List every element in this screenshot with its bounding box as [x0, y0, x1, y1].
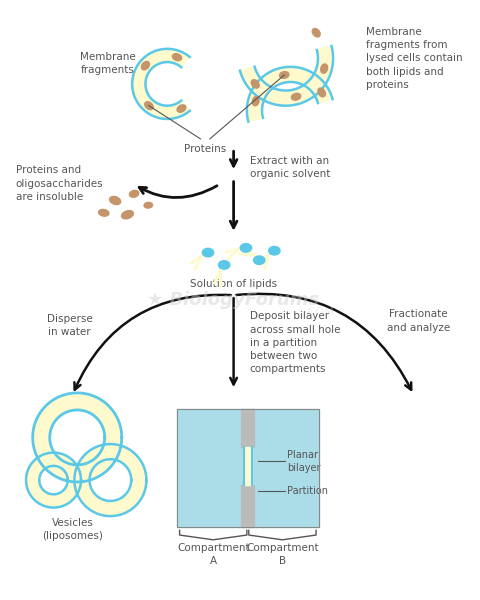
Ellipse shape [172, 53, 181, 61]
Text: .COM: .COM [305, 307, 335, 317]
Polygon shape [132, 49, 190, 119]
Ellipse shape [318, 88, 325, 97]
Bar [177, 409, 319, 527]
Polygon shape [240, 46, 333, 106]
Text: Vesicles
(liposomes): Vesicles (liposomes) [42, 518, 103, 541]
Polygon shape [74, 444, 146, 516]
Polygon shape [33, 393, 122, 482]
Text: Planar
bilayer: Planar bilayer [287, 449, 320, 473]
Text: Disperse
in water: Disperse in water [47, 314, 93, 337]
Ellipse shape [145, 102, 153, 110]
Text: Membrane
fragments from
lysed cells contain
both lipids and
proteins: Membrane fragments from lysed cells cont… [366, 27, 463, 90]
Ellipse shape [203, 248, 214, 257]
Ellipse shape [144, 202, 153, 208]
Ellipse shape [121, 211, 133, 219]
Ellipse shape [177, 105, 186, 112]
Ellipse shape [269, 247, 280, 255]
Ellipse shape [253, 256, 265, 265]
Text: ★ BiologyForums: ★ BiologyForums [147, 291, 320, 309]
Ellipse shape [130, 190, 139, 197]
Text: Solution of lipids: Solution of lipids [190, 279, 277, 289]
Ellipse shape [142, 61, 149, 70]
Ellipse shape [251, 80, 259, 88]
Bar [244, 447, 252, 485]
Ellipse shape [291, 94, 300, 100]
Ellipse shape [321, 64, 328, 73]
Text: Membrane
fragments: Membrane fragments [80, 52, 135, 75]
Ellipse shape [279, 71, 289, 79]
Ellipse shape [240, 244, 252, 252]
Ellipse shape [109, 196, 120, 205]
Ellipse shape [312, 29, 320, 37]
Bar [177, 409, 319, 527]
Ellipse shape [252, 97, 259, 106]
Polygon shape [247, 67, 333, 122]
Text: Proteins and
oligosaccharides
are insoluble: Proteins and oligosaccharides are insolu… [16, 166, 103, 202]
Ellipse shape [218, 260, 230, 269]
Text: Partition: Partition [287, 485, 328, 496]
Bar [241, 485, 254, 527]
Text: Extract with an
organic solvent: Extract with an organic solvent [250, 156, 330, 179]
Text: Compartment
A: Compartment A [177, 542, 250, 566]
Bar [241, 409, 254, 447]
Polygon shape [26, 452, 81, 508]
Text: Fractionate
and analyze: Fractionate and analyze [387, 310, 450, 332]
Ellipse shape [98, 209, 109, 216]
Text: Deposit bilayer
across small hole
in a partition
between two
compartments: Deposit bilayer across small hole in a p… [250, 311, 340, 374]
Text: Compartment
B: Compartment B [246, 542, 319, 566]
Text: Proteins: Proteins [184, 143, 226, 154]
